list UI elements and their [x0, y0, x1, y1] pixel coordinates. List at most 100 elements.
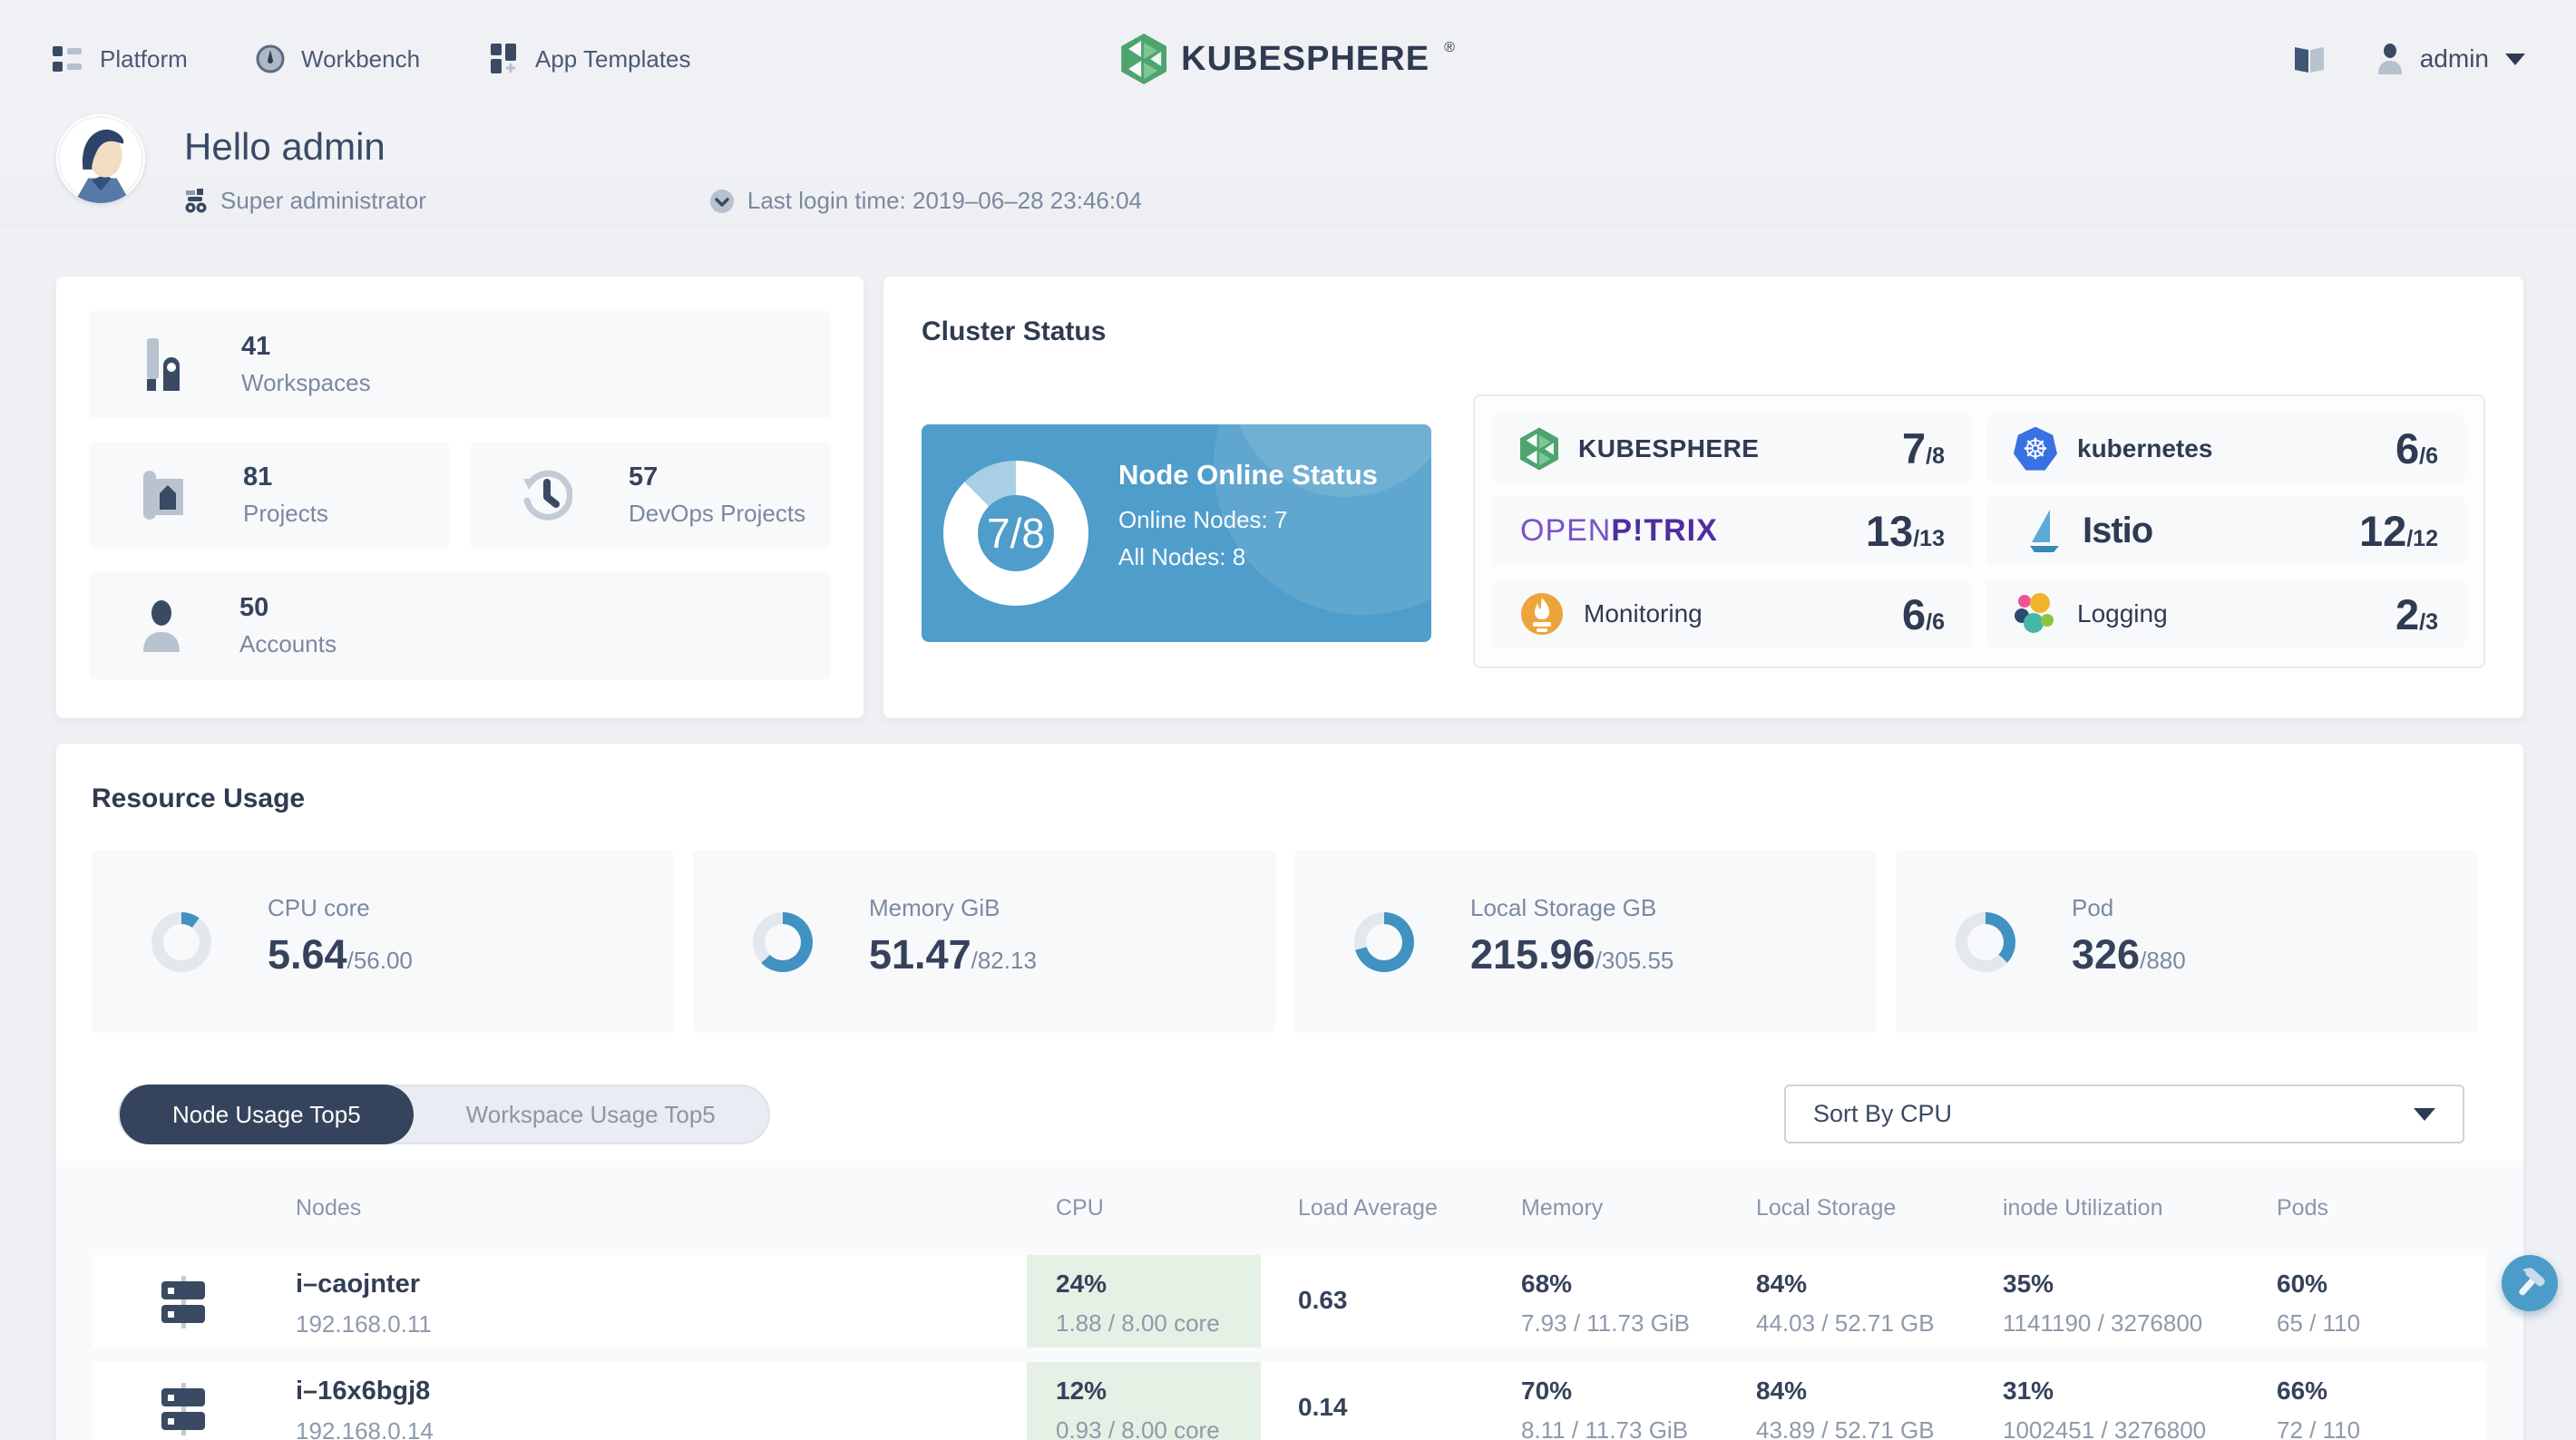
- workspaces-label: Workspaces: [241, 369, 371, 396]
- storage-value: 215.96/305.55: [1470, 931, 1674, 978]
- logging-icon: [2015, 593, 2054, 634]
- documentation-button[interactable]: [2293, 45, 2326, 73]
- stat-tile-pod: Pod 326/880: [1896, 851, 2478, 1033]
- cluster-status-title: Cluster Status: [922, 316, 1107, 346]
- welcome-header: Hello admin Super administrator: [0, 114, 2576, 223]
- storage-donut: [1354, 912, 1414, 972]
- col-header-inode-utilization: inode Utilization: [2003, 1195, 2163, 1221]
- component-count-monitoring: 6/6: [1902, 589, 1945, 638]
- role-label: Super administrator: [220, 187, 426, 214]
- table-header-row: Nodes CPU Load Average Memory Local Stor…: [56, 1161, 2523, 1255]
- col-header-pods: Pods: [2277, 1195, 2328, 1221]
- cpu-highlight-cell: [1027, 1255, 1261, 1348]
- role-icon: [185, 188, 207, 212]
- component-kubesphere: KUBESPHERE 7/8: [1493, 414, 1972, 483]
- sort-by-value: Sort By CPU: [1813, 1100, 1953, 1127]
- istio-icon: [2030, 509, 2059, 552]
- node-ip: 192.168.0.14: [296, 1417, 434, 1440]
- memory-label: Memory GiB: [869, 894, 1000, 921]
- component-count-istio: 12/12: [2358, 507, 2438, 556]
- projects-label: Projects: [243, 500, 328, 527]
- kubesphere-logo[interactable]: KUBESPHERE ®: [1121, 0, 1455, 118]
- kubernetes-icon: ☸: [2014, 426, 2057, 471]
- node-online-status-panel: 7/8 Node Online Status Online Nodes: 7 A…: [922, 424, 1431, 642]
- dropdown-caret-icon: [2414, 1107, 2435, 1121]
- pods-cell: 66% 72 / 110: [2277, 1377, 2361, 1440]
- cpu-value: 5.64/56.00: [268, 931, 413, 978]
- nav-item-workbench[interactable]: Workbench: [256, 0, 420, 118]
- workspaces-icon: [147, 338, 180, 391]
- nav-label-workbench: Workbench: [301, 44, 421, 73]
- book-icon: [2294, 47, 2324, 73]
- component-openpitrix: OPENP!TRIX 13/13: [1493, 497, 1972, 566]
- col-header-cpu: CPU: [1056, 1195, 1104, 1221]
- logo-registered-mark: ®: [1444, 40, 1455, 55]
- inode-cell: 35% 1141190 / 3276800: [2003, 1270, 2203, 1337]
- avatar-illustration: [56, 114, 145, 203]
- overview-tile-projects[interactable]: 81 Projects: [89, 442, 449, 549]
- server-icon: [161, 1383, 205, 1435]
- component-count-kubesphere: 7/8: [1902, 424, 1945, 473]
- component-monitoring: Monitoring 6/6: [1493, 579, 1972, 648]
- node-name: i–caojnter: [296, 1270, 420, 1299]
- kubesphere-icon: [1520, 427, 1558, 471]
- nav-item-app-templates[interactable]: App Templates: [490, 0, 691, 118]
- nav-item-platform[interactable]: Platform: [53, 0, 188, 118]
- node-ip: 192.168.0.11: [296, 1310, 432, 1338]
- overview-tile-workspaces[interactable]: 41 Workspaces: [89, 311, 831, 418]
- user-meta-row: Super administrator Last login time: 201…: [184, 187, 1142, 215]
- component-logging: Logging 2/3: [1986, 579, 2465, 648]
- server-icon: [161, 1276, 205, 1328]
- table-row[interactable]: i–caojnter 192.168.0.11 24% 1.88 / 8.00 …: [93, 1255, 2487, 1348]
- projects-icon: [143, 471, 183, 520]
- component-istio: Istio 12/12: [1986, 497, 2465, 566]
- memory-cell: 68% 7.93 / 11.73 GiB: [1521, 1270, 1690, 1337]
- node-cell: i–16x6bgj8 192.168.0.14: [296, 1377, 434, 1440]
- cluster-status-card: Cluster Status 7/8 Node Online Status On…: [883, 277, 2523, 718]
- load-average-cell: 0.63: [1298, 1286, 1348, 1314]
- clock-check-icon: [709, 189, 734, 213]
- online-nodes-line: Online Nodes: 7: [1118, 506, 1288, 534]
- component-count-logging: 2/3: [2395, 589, 2438, 638]
- cpu-cell-values: 24% 1.88 / 8.00 core: [1056, 1270, 1220, 1337]
- inode-cell: 31% 1002451 / 3276800: [2003, 1377, 2207, 1440]
- user-menu[interactable]: admin: [2376, 44, 2525, 74]
- logo-wordmark: KUBESPHERE: [1181, 39, 1430, 78]
- devops-count: 57: [629, 462, 659, 491]
- col-header-memory: Memory: [1521, 1195, 1604, 1221]
- stat-tile-storage: Local Storage GB 215.96/305.55: [1294, 851, 1877, 1033]
- all-nodes-line: All Nodes: 8: [1118, 543, 1246, 571]
- overview-tile-devops[interactable]: 57 DevOps Projects: [471, 442, 831, 549]
- user-icon: [2377, 44, 2402, 74]
- greeting-title: Hello admin: [184, 125, 385, 168]
- overview-tile-accounts[interactable]: 50 Accounts: [89, 572, 831, 679]
- col-header-nodes: Nodes: [296, 1195, 362, 1221]
- sort-by-dropdown[interactable]: Sort By CPU: [1784, 1085, 2464, 1143]
- prometheus-icon: [1521, 593, 1563, 636]
- pods-cell: 60% 65 / 110: [2277, 1270, 2361, 1337]
- nav-label-platform: Platform: [100, 44, 188, 73]
- stat-tile-cpu: CPU core 5.64/56.00: [92, 851, 674, 1033]
- component-name-kubesphere: KUBESPHERE: [1578, 433, 1760, 462]
- node-online-title: Node Online Status: [1118, 459, 1378, 491]
- tab-workspace-usage-top5[interactable]: Workspace Usage Top5: [465, 1100, 716, 1128]
- pod-value: 326/880: [2072, 931, 2186, 978]
- storage-label: Local Storage GB: [1470, 894, 1657, 921]
- col-header-local-storage: Local Storage: [1756, 1195, 1897, 1221]
- cpu-cell-values: 12% 0.93 / 8.00 core: [1056, 1377, 1220, 1440]
- projects-count: 81: [243, 462, 273, 491]
- table-row[interactable]: i–16x6bgj8 192.168.0.14 12% 0.93 / 8.00 …: [93, 1362, 2487, 1440]
- openpitrix-wordmark: OPENP!TRIX: [1520, 513, 1718, 549]
- tab-node-usage-top5[interactable]: Node Usage Top5: [120, 1085, 414, 1144]
- user-name-label: admin: [2419, 44, 2489, 73]
- component-count-openpitrix: 13/13: [1865, 507, 1945, 556]
- memory-cell: 70% 8.11 / 11.73 GiB: [1521, 1377, 1689, 1440]
- resource-stats-row: CPU core 5.64/56.00 Memory GiB 51.47/82.…: [92, 851, 2478, 1033]
- components-grid: KUBESPHERE 7/8 ☸ kubernetes 6/6 OPENP!TR…: [1473, 394, 2485, 668]
- pod-donut: [1956, 912, 2015, 972]
- toolbox-fab-button[interactable]: [2502, 1255, 2558, 1311]
- cpu-highlight-cell: [1027, 1362, 1261, 1440]
- local-storage-cell: 84% 44.03 / 52.71 GB: [1756, 1270, 1935, 1337]
- last-login: Last login time: 2019–06–28 23:46:04: [709, 187, 1142, 215]
